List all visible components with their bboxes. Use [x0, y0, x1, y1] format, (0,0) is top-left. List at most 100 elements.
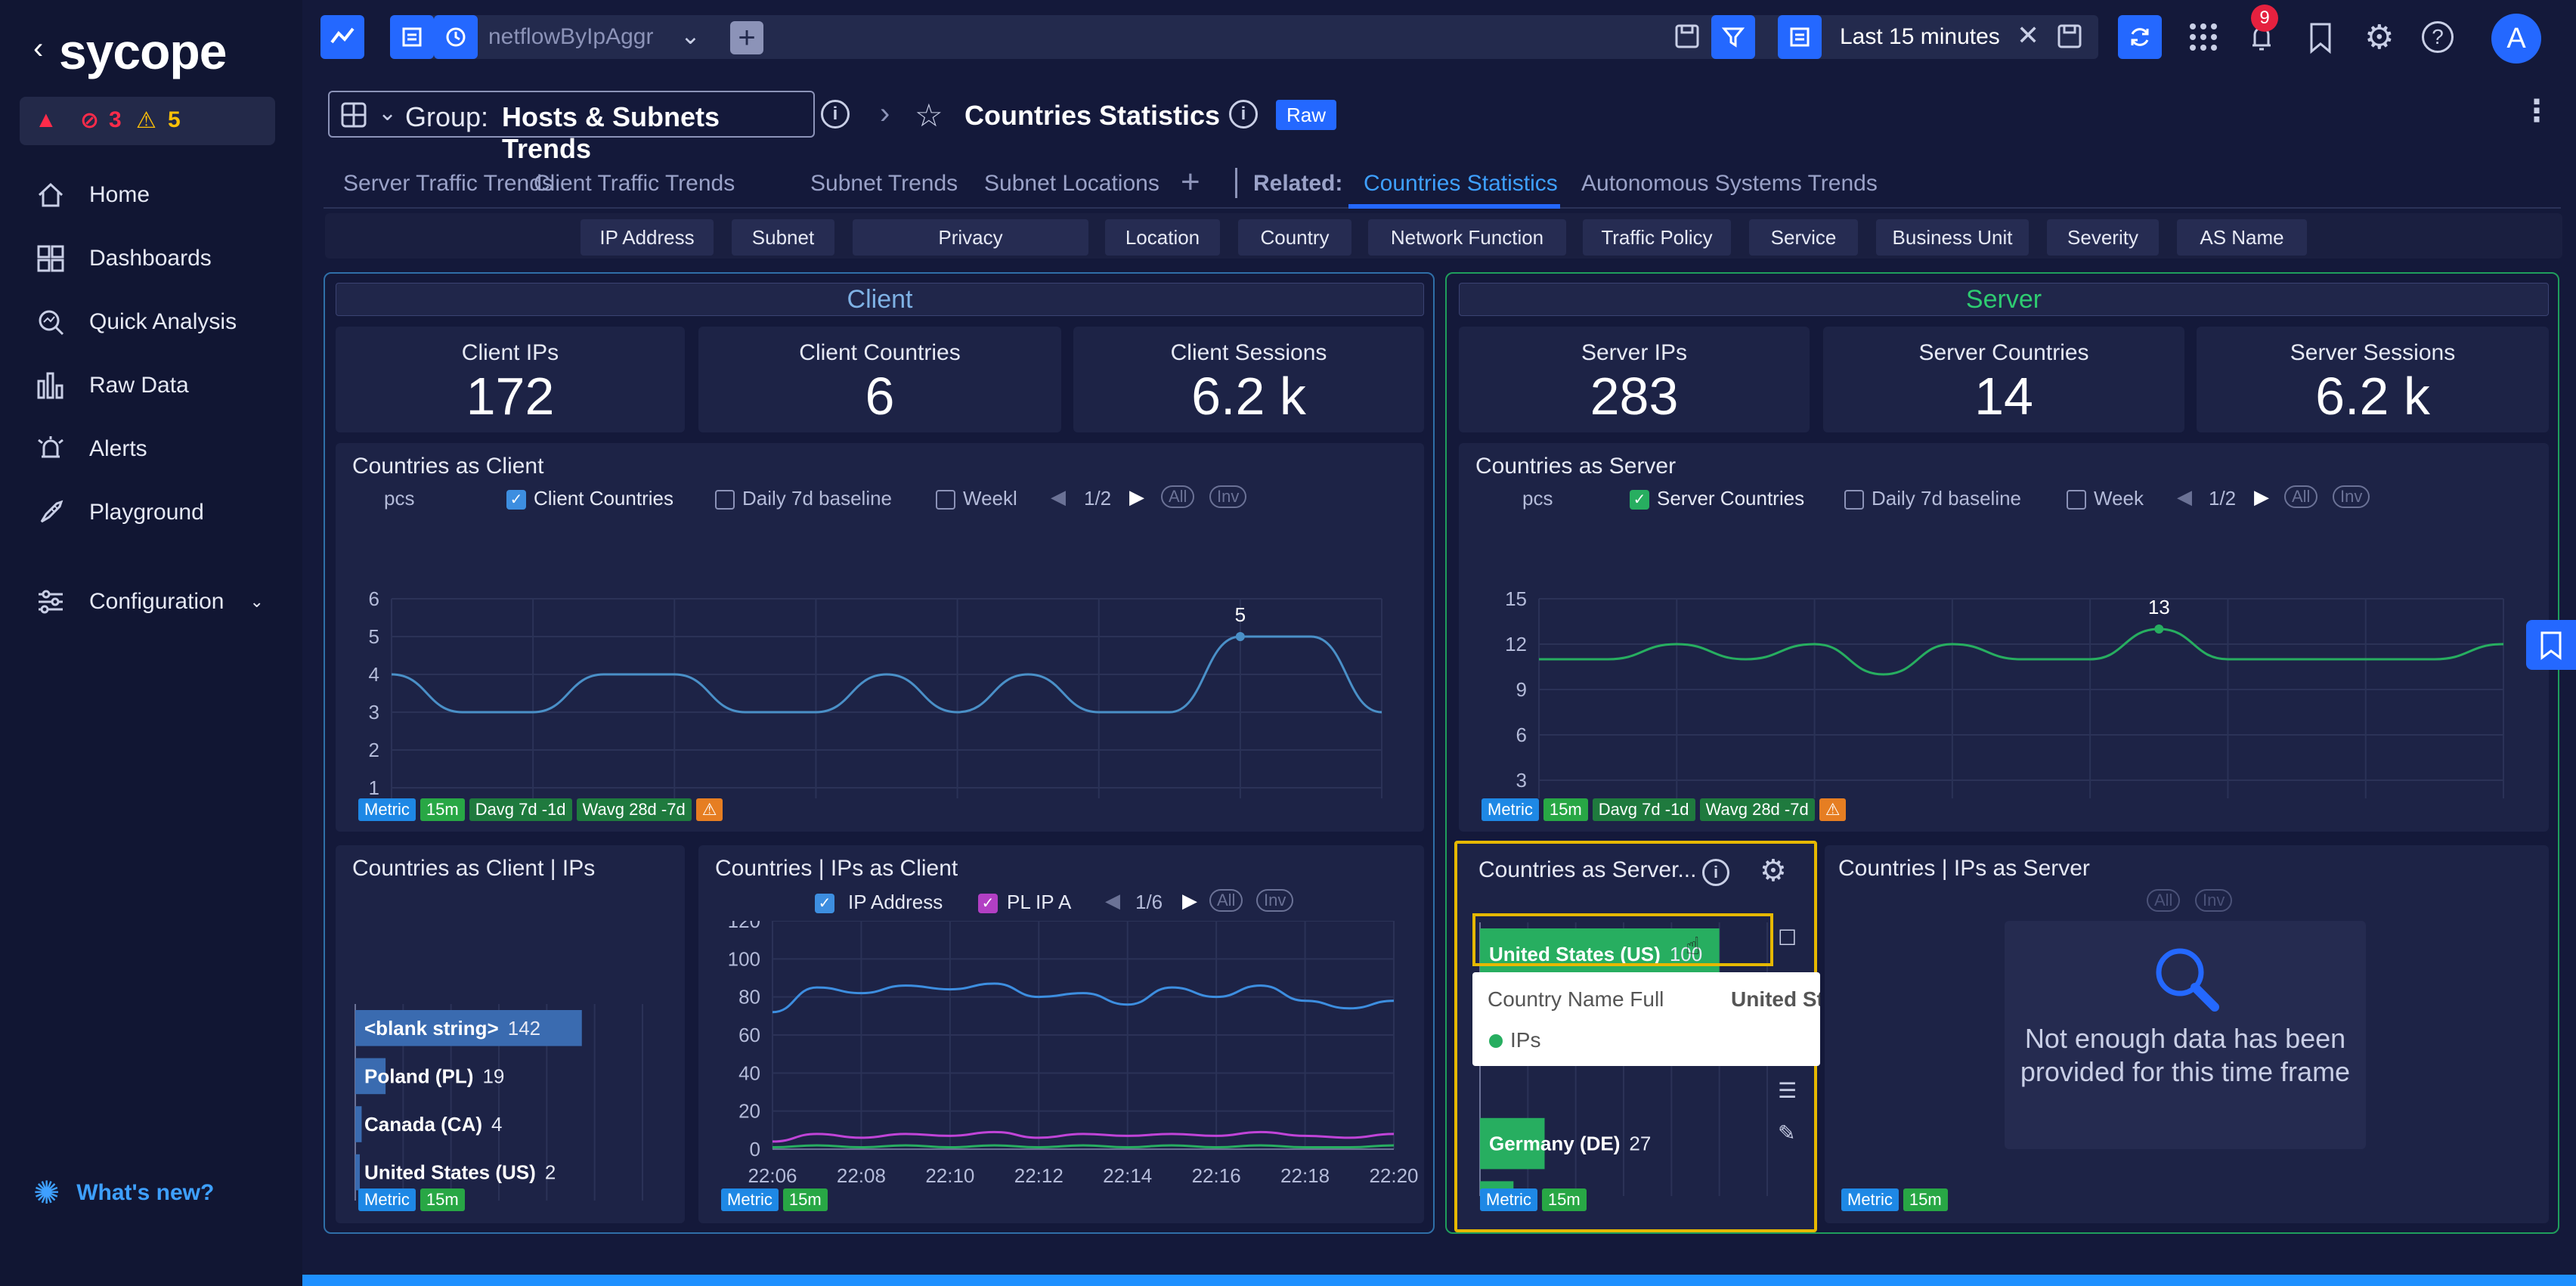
filter-as-name[interactable]: AS Name [2177, 219, 2307, 256]
user-avatar[interactable]: A [2491, 14, 2541, 64]
tab-client-traffic-trends[interactable]: Client Traffic Trends [534, 171, 735, 196]
legend-checkbox-checked[interactable]: ✓ [1630, 490, 1649, 510]
filter-privacy[interactable]: Privacy [853, 219, 1088, 256]
favorite-star-icon[interactable]: ☆ [915, 98, 943, 133]
raw-badge[interactable]: Raw [1276, 100, 1337, 130]
legend-next-page-icon[interactable]: ▶ [2254, 485, 2269, 508]
group-selector[interactable]: ⌄ Group: Hosts & Subnets Trends i [328, 91, 850, 164]
bookmark-icon [2540, 631, 2562, 660]
legend-inv-button[interactable]: Inv [1209, 485, 1247, 508]
legend-ip-address[interactable]: IP Address [848, 891, 943, 913]
nav-quick-analysis[interactable]: Quick Analysis [33, 298, 290, 346]
source-selector[interactable] [390, 15, 1826, 59]
legend-daily-baseline[interactable]: Daily 7d baseline [742, 487, 893, 510]
nav-configuration[interactable]: Configuration ⌄ [33, 578, 290, 626]
tab-subnet-trends[interactable]: Subnet Trends [810, 171, 958, 196]
filter-network-function[interactable]: Network Function [1368, 219, 1566, 256]
nav-home[interactable]: Home [33, 171, 290, 219]
filter-country[interactable]: Country [1238, 219, 1351, 256]
save-query-icon[interactable] [1672, 21, 1705, 54]
legend-checkbox-checked[interactable]: ✓ [506, 490, 526, 510]
legend-checkbox-checked[interactable]: ✓ [815, 894, 834, 913]
legend-inv-button[interactable]: Inv [1256, 889, 1294, 912]
whats-new-link[interactable]: ✺ What's new? [33, 1174, 214, 1211]
legend-prev-page-icon[interactable]: ◀ [1051, 485, 1066, 508]
legend-next-page-icon[interactable]: ▶ [1129, 485, 1144, 508]
nav-label: Alerts [89, 436, 147, 461]
history-icon[interactable] [434, 15, 478, 59]
filter-severity[interactable]: Severity [2047, 219, 2159, 256]
nav-raw-data[interactable]: Raw Data [33, 361, 290, 410]
legend-checkbox-checked[interactable]: ✓ [978, 894, 998, 913]
filter-location[interactable]: Location [1105, 219, 1220, 256]
refresh-icon[interactable] [2118, 15, 2162, 59]
legend-checkbox[interactable] [2067, 490, 2086, 510]
legend-inv-button[interactable]: Inv [2195, 889, 2233, 912]
nav-alerts[interactable]: Alerts [33, 425, 290, 473]
filter-service[interactable]: Service [1749, 219, 1858, 256]
alerts-summary[interactable]: ▲ ⊘ 3 ⚠ 5 [20, 97, 275, 145]
add-tab-icon[interactable]: + [1181, 163, 1200, 200]
legend-all-button[interactable]: All [1161, 485, 1195, 508]
bar [1480, 928, 1720, 980]
side-toolbar-icon[interactable]: ☐ [1778, 926, 1797, 950]
filter-subnet[interactable]: Subnet [732, 219, 834, 256]
legend-all-button[interactable]: All [2147, 889, 2181, 912]
y-tick-label: 80 [738, 986, 760, 1009]
tab-subnet-locations[interactable]: Subnet Locations [984, 171, 1160, 196]
server-sessions-card: Server Sessions 6.2 k [2197, 327, 2549, 432]
help-icon[interactable]: ? [2422, 21, 2454, 53]
legend-prev-page-icon[interactable]: ◀ [2177, 485, 2192, 508]
group-info-icon[interactable]: i [821, 100, 850, 129]
nav-playground[interactable]: Playground [33, 488, 290, 537]
collapse-sidebar-icon[interactable]: ‹ [33, 32, 44, 65]
legend-server-countries[interactable]: Server Countries [1657, 487, 1805, 510]
chip-daily-avg: Davg 7d -1d [469, 798, 572, 821]
legend-client-countries[interactable]: Client Countries [534, 487, 673, 510]
edit-icon[interactable]: ✎ [1778, 1121, 1796, 1145]
bookmark-icon[interactable] [2307, 21, 2334, 58]
filter-ip-address[interactable]: IP Address [581, 219, 714, 256]
side-bookmark-button[interactable] [2526, 620, 2576, 670]
more-options-icon[interactable]: ⋮ [2522, 95, 2552, 128]
tab-autonomous-systems-trends[interactable]: Autonomous Systems Trends [1581, 171, 1878, 196]
calendar-icon[interactable] [1778, 15, 1822, 59]
legend-all-button[interactable]: All [1209, 889, 1243, 912]
filter-icon[interactable] [1711, 15, 1755, 59]
legend-checkbox[interactable] [715, 490, 735, 510]
countries-ips-as-client-chart[interactable]: 0 20 40 60 80 100 120 22:06 22:08 22:10 22:12 22:14… [698, 921, 1424, 1201]
countries-as-client-bar-chart[interactable]: 0306090120150180<blank string>142Poland … [336, 906, 685, 1201]
legend-prev-page-icon[interactable]: ◀ [1105, 889, 1120, 912]
page-info-icon[interactable]: i [1229, 100, 1258, 129]
panel-settings-gear-icon[interactable]: ⚙ [1760, 854, 1787, 888]
legend-weekly-baseline[interactable]: Week [2094, 487, 2144, 510]
bar-label: Canada (CA) [364, 1113, 482, 1136]
nav-dashboards[interactable]: Dashboards [33, 234, 290, 283]
tab-countries-statistics[interactable]: Countries Statistics [1364, 171, 1558, 196]
countries-as-server-chart[interactable]: 0369121522:0622:0822:1022:1222:1422:1622… [1459, 511, 2549, 798]
filter-traffic-policy[interactable]: Traffic Policy [1583, 219, 1731, 256]
settings-gear-icon[interactable]: ⚙ [2364, 19, 2395, 56]
countries-as-client-chart[interactable]: 012345622:0622:0822:1022:1222:1422:1622:… [336, 511, 1424, 798]
legend-pl-ip[interactable]: PL IP A [1007, 891, 1072, 913]
saved-views-icon[interactable] [390, 15, 434, 59]
analytics-icon[interactable] [320, 15, 364, 59]
legend-weekly-baseline[interactable]: Weekl [963, 487, 1017, 510]
panel-info-icon[interactable]: i [1702, 859, 1729, 886]
clear-time-icon[interactable]: ✕ [2017, 20, 2040, 51]
time-range-picker[interactable] [1778, 15, 2098, 59]
chip-interval: 15m [420, 1188, 465, 1211]
legend-daily-baseline[interactable]: Daily 7d baseline [1872, 487, 2022, 510]
report-icon[interactable]: ☰ [1778, 1079, 1797, 1102]
tab-server-traffic-trends[interactable]: Server Traffic Trends [343, 171, 553, 196]
legend-checkbox[interactable] [936, 490, 955, 510]
filter-business-unit[interactable]: Business Unit [1876, 219, 2029, 256]
add-source-icon[interactable]: + [730, 21, 763, 54]
legend-checkbox[interactable] [1844, 490, 1864, 510]
save-time-icon[interactable] [2054, 21, 2088, 54]
source-dropdown-icon[interactable]: ⌄ [680, 22, 701, 49]
apps-grid-icon[interactable] [2187, 21, 2219, 57]
legend-next-page-icon[interactable]: ▶ [1182, 889, 1197, 912]
legend-all-button[interactable]: All [2284, 485, 2318, 508]
legend-inv-button[interactable]: Inv [2333, 485, 2370, 508]
